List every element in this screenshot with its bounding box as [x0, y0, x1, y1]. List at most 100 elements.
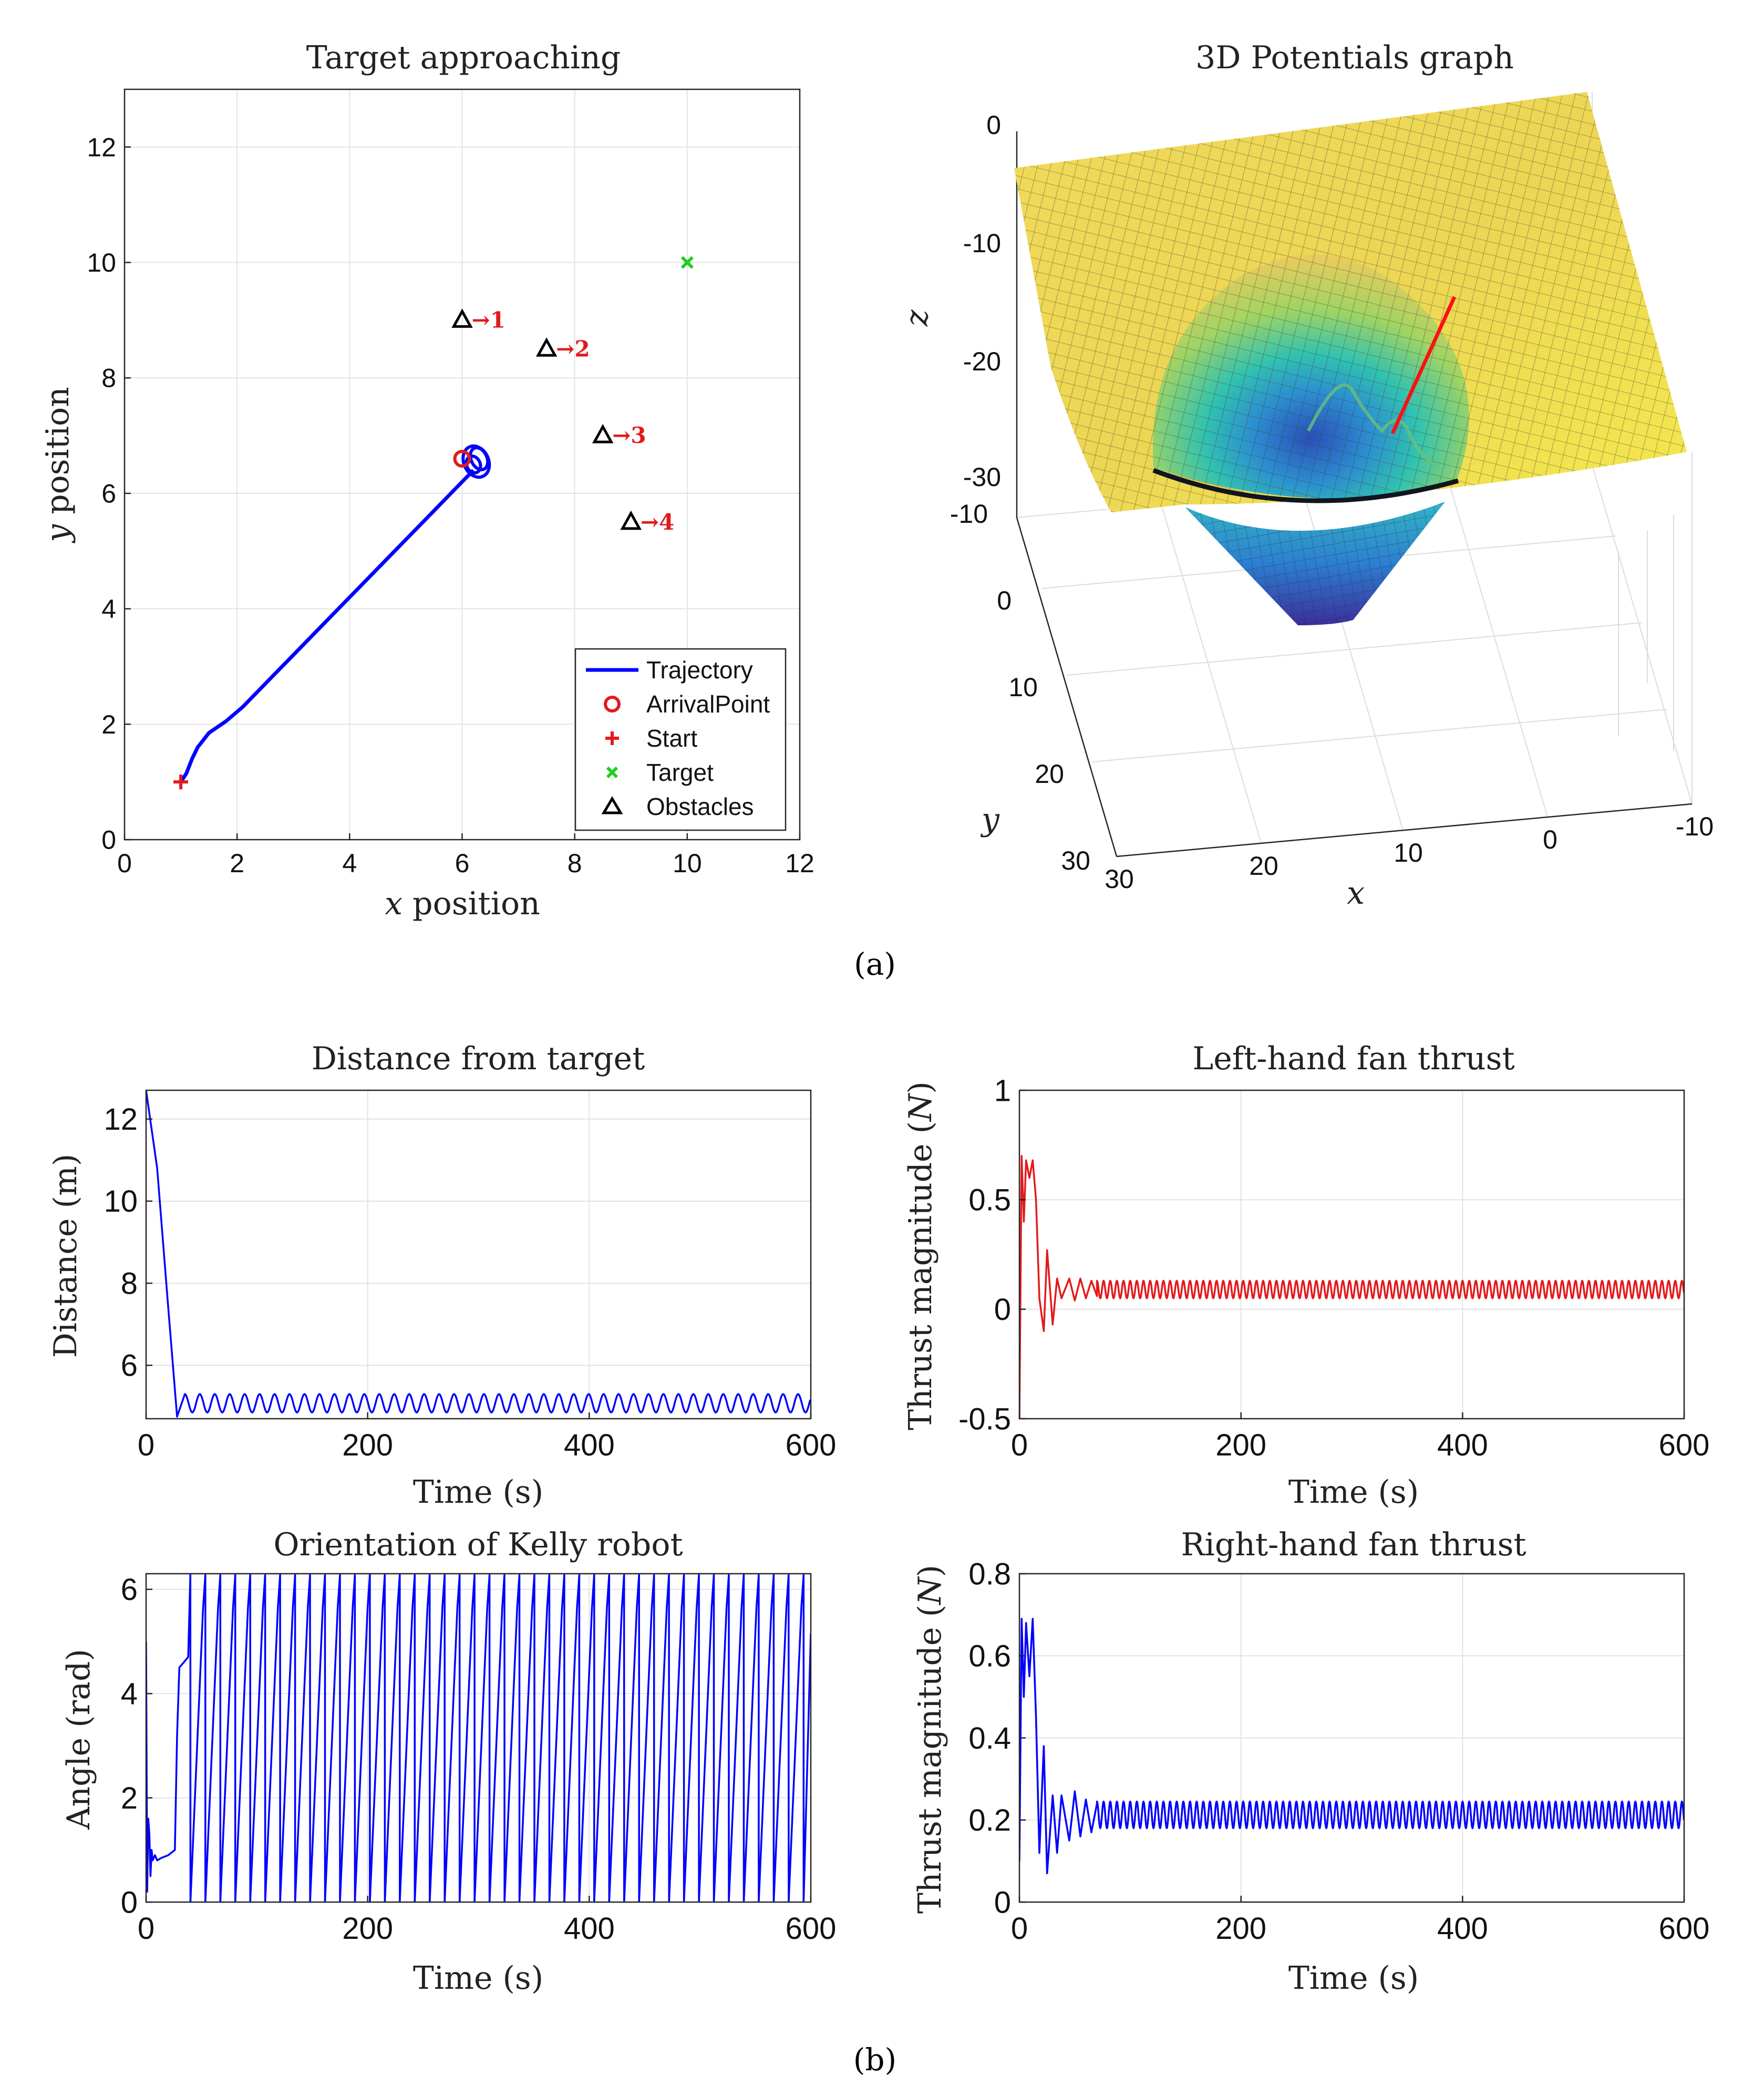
robot-path-3d — [1390, 296, 1457, 435]
x-tick-label: 600 — [1659, 1912, 1710, 1946]
legend-label-arrival: ArrivalPoint — [646, 690, 770, 718]
y-tick-label: 4 — [121, 1677, 138, 1711]
box-axes — [1016, 131, 1693, 858]
y-tick-label: 6 — [121, 1349, 138, 1383]
chart-title: Right-hand fan thrust — [1181, 1526, 1526, 1563]
y-tick-label: 0.4 — [968, 1721, 1011, 1755]
x-tick-label: 600 — [1659, 1428, 1710, 1462]
legend-label-obstacles: Obstacles — [646, 793, 754, 820]
x-tick-label: -10 — [1676, 812, 1714, 841]
y-axis-label: Thrust magnitude (N) — [902, 1081, 939, 1430]
potential-cone-mesh — [1185, 502, 1445, 625]
x-tick-label: 0 — [117, 849, 132, 878]
z-tick-label: 0 — [986, 110, 1001, 140]
y-tick-label: 12 — [104, 1102, 138, 1137]
subfigure-label-a: (a) — [854, 946, 896, 982]
chart-title: 3D Potentials graph — [1195, 39, 1514, 76]
x-tick-label: 2 — [230, 849, 244, 878]
legend-triangle-icon — [601, 796, 623, 814]
y-tick-label: 0.2 — [968, 1803, 1011, 1837]
start-marker — [173, 774, 189, 790]
obstacle-label: →2 — [556, 336, 590, 362]
x-tick-label: 0 — [138, 1428, 154, 1462]
y-tick-label: 12 — [87, 132, 116, 162]
x-tick-label: 12 — [785, 849, 814, 878]
z-axis-label: z — [899, 309, 935, 327]
y-tick-label: 0 — [101, 825, 116, 855]
chart-title: Left-hand fan thrust — [1192, 1040, 1514, 1077]
legend-label-target: Target — [646, 759, 714, 786]
z-tick-label: -30 — [963, 462, 1001, 492]
x-tick-label: 600 — [786, 1912, 837, 1946]
x-axis-label: Time (s) — [413, 1474, 543, 1511]
y-tick-label: 0 — [994, 1885, 1011, 1919]
x-tick-label: 400 — [1437, 1912, 1488, 1946]
legend-label-trajectory: Trajectory — [646, 656, 753, 684]
chart-distance: Distance from target 0 200 400 600 6 8 10 12 Ti… — [47, 1040, 836, 1511]
y-axis-label: Thrust magnitude (N) — [912, 1565, 948, 1914]
chart-target-approaching: Target approaching 0 2 4 6 8 10 12 0 2 4 6 8 10 12 →1… — [39, 39, 814, 922]
x-tick-label: 600 — [786, 1428, 837, 1462]
obstacle-marker — [451, 308, 473, 328]
x-tick-label: 30 — [1105, 864, 1134, 894]
series-line-left — [1019, 1155, 1684, 1419]
trajectory-loop — [469, 446, 490, 471]
z-tick-label: -10 — [963, 229, 1001, 258]
y-tick-label: 0 — [121, 1885, 138, 1919]
x-axis-label: Time (s) — [1288, 1960, 1419, 1997]
legend: Trajectory ArrivalPoint Start Target Obs… — [574, 648, 787, 831]
subfigure-label-b: (b) — [853, 2042, 896, 2078]
target-marker — [680, 256, 694, 269]
y-axis-label: Distance (m) — [47, 1154, 84, 1358]
y-tick-label: 4 — [101, 594, 116, 624]
x-tick-label: 10 — [673, 849, 702, 878]
y-axis-label: y position — [39, 387, 76, 544]
legend-plus-icon — [605, 731, 619, 745]
x-tick-label: 20 — [1249, 851, 1278, 881]
x-tick-label: 6 — [455, 849, 470, 878]
chart-title: Distance from target — [312, 1040, 645, 1077]
y-tick-label: 0.6 — [968, 1639, 1011, 1674]
y-tick-label: 20 — [1035, 759, 1064, 789]
legend-circle-icon — [604, 696, 621, 712]
chart-title: Target approaching — [306, 39, 621, 76]
obstacle-marker — [620, 510, 642, 530]
x-axis-label: x position — [385, 885, 540, 922]
plot-area — [1018, 1089, 1685, 1420]
x-tick-label: 8 — [568, 849, 582, 878]
x-tick-label: 4 — [342, 849, 357, 878]
legend-label-start: Start — [646, 725, 697, 752]
x-tick-label: 0 — [138, 1912, 154, 1946]
chart-orientation: Orientation of Kelly robot 0 200 400 600 0 2 4… — [60, 1526, 836, 1997]
arrival-point-marker — [453, 450, 471, 468]
y-tick-label: 6 — [101, 479, 116, 508]
z-tick-label: -20 — [963, 347, 1001, 376]
x-tick-label: 200 — [342, 1428, 393, 1462]
x-tick-label: 200 — [1215, 1912, 1266, 1946]
y-tick-label: 30 — [1061, 846, 1090, 875]
obstacle-bumps — [1307, 383, 1441, 469]
y-tick-label: 2 — [101, 710, 116, 739]
y-tick-label: 8 — [121, 1266, 138, 1300]
x-tick-label: 400 — [564, 1428, 615, 1462]
x-tick-label: 0 — [1011, 1428, 1028, 1462]
x-tick-label: 0 — [1011, 1912, 1028, 1946]
y-tick-label: 1 — [994, 1073, 1011, 1108]
y-tick-label: 10 — [104, 1184, 138, 1218]
series-line-right — [1019, 1618, 1684, 1875]
x-axis-label: Time (s) — [1288, 1474, 1419, 1511]
y-tick-label: 0 — [997, 586, 1012, 615]
y-tick-label: 2 — [121, 1781, 138, 1815]
y-tick-label: 0 — [994, 1293, 1011, 1327]
surface-mesh — [1014, 92, 1687, 512]
y-axis-label: y — [980, 801, 1000, 838]
x-axis-label: x — [1347, 875, 1365, 912]
obstacle-label: →1 — [472, 307, 506, 333]
x-tick-label: 400 — [564, 1912, 615, 1946]
series-line-dist — [146, 1090, 811, 1418]
series-line-orient — [146, 1574, 811, 1902]
x-axis-label: Time (s) — [413, 1960, 543, 1997]
plot-area — [145, 1573, 812, 1903]
y-tick-label: 0.5 — [968, 1183, 1011, 1217]
